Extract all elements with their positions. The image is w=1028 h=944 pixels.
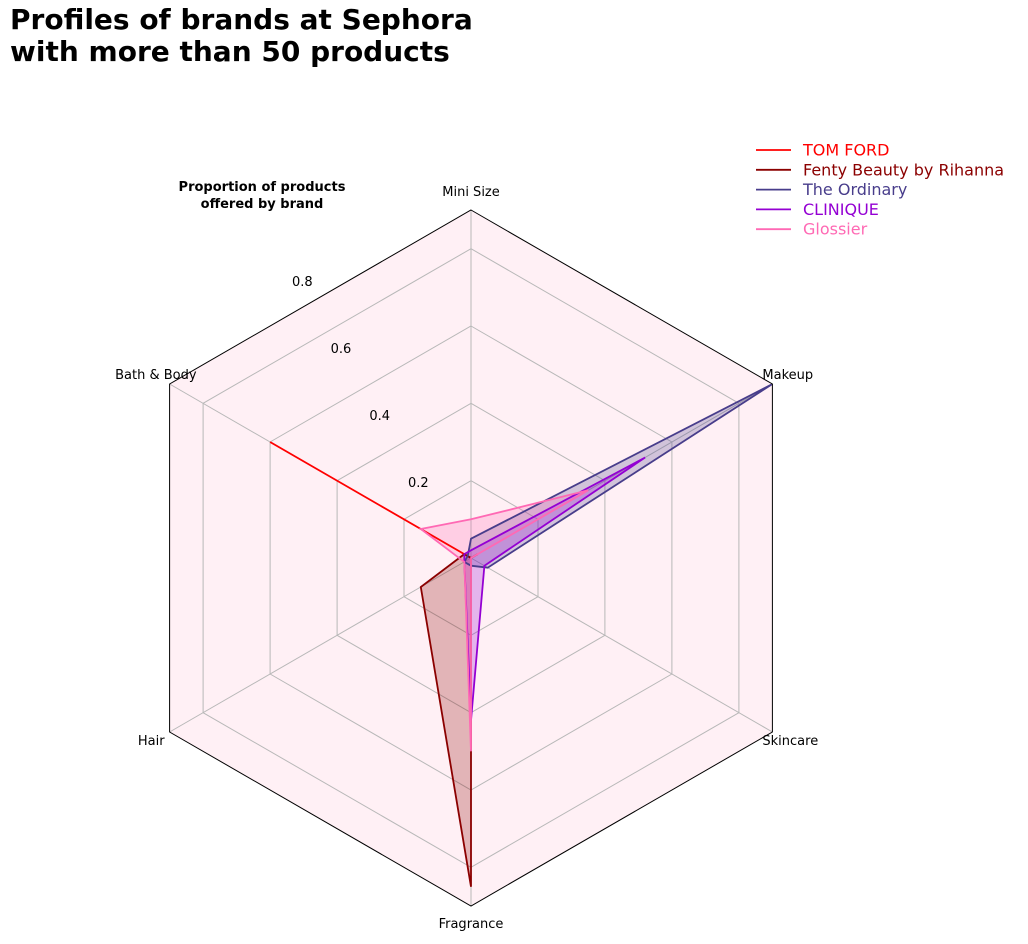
- legend-label: Glossier: [803, 220, 868, 239]
- radar-frame: [169, 209, 773, 907]
- grid-spoke: [470, 557, 773, 733]
- legend-label: CLINIQUE: [803, 200, 879, 219]
- axis-label: Bath & Body: [115, 368, 197, 383]
- radial-tick-label: 0.6: [331, 342, 352, 357]
- axis-label: Skincare: [762, 734, 818, 749]
- axis-label: Makeup: [762, 368, 813, 383]
- legend-label: The Ordinary: [802, 180, 907, 199]
- radial-tick-label: 0.4: [369, 409, 390, 424]
- chart-title: Profiles of brands at Sephora with more …: [10, 3, 473, 68]
- axis-label: Fragrance: [439, 917, 504, 932]
- axis-label: Hair: [138, 734, 165, 749]
- chart-subtitle: Proportion of products: [179, 180, 346, 195]
- legend-label: Fenty Beauty by Rihanna: [803, 160, 1004, 179]
- axis-label: Mini Size: [442, 185, 500, 200]
- radial-tick-label: 0.8: [292, 275, 313, 290]
- series-line: [418, 489, 589, 752]
- radial-tick-label: 0.2: [408, 476, 429, 491]
- series-line: [269, 441, 472, 559]
- series-fill: [420, 554, 478, 887]
- chart-subtitle: offered by brand: [201, 197, 324, 212]
- legend-label: TOM FORD: [802, 141, 890, 160]
